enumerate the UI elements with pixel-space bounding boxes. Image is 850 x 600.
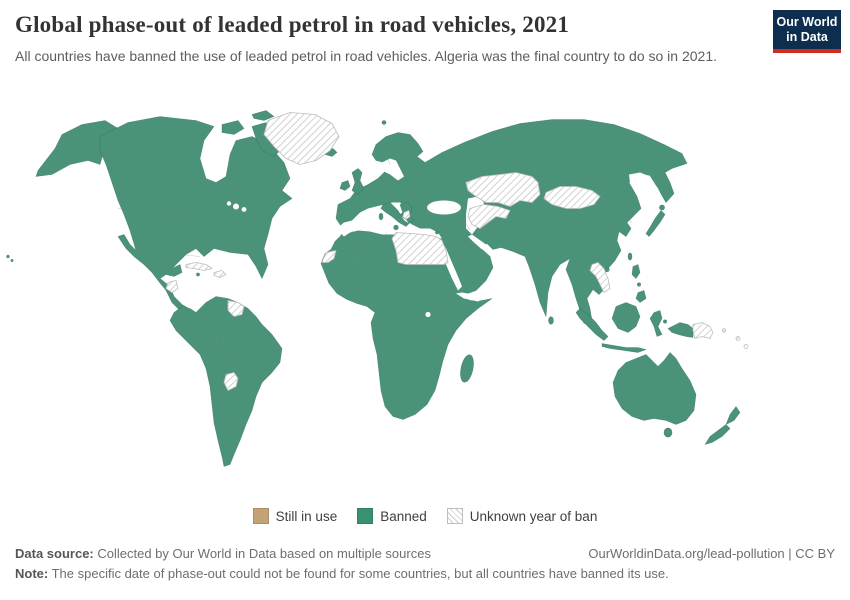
map-region-cuba[interactable] — [185, 262, 213, 271]
chart-subtitle: All countries have banned the use of lea… — [15, 48, 718, 64]
persian-gulf-overlay — [468, 234, 486, 250]
chart-header: Global phase-out of leaded petrol in roa… — [15, 12, 760, 66]
legend-swatch-banned — [357, 508, 374, 524]
legend-label-banned: Banned — [380, 508, 427, 524]
legend-label-still-in-use: Still in use — [275, 508, 338, 524]
map-region-papua-new-guinea[interactable] — [692, 322, 714, 339]
note-label: Note: — [15, 565, 49, 581]
map-region-taiwan[interactable] — [627, 252, 633, 261]
data-source-label: Data source: — [15, 546, 94, 561]
owid-logo[interactable]: Our World in Data — [773, 10, 841, 53]
map-region-madagascar[interactable] — [458, 354, 476, 384]
map-region-jamaica[interactable] — [196, 272, 200, 277]
map-region-hokkaido[interactable] — [659, 204, 665, 211]
map-region-pacific-island[interactable] — [735, 336, 741, 341]
great-lakes — [241, 207, 247, 212]
map-region-hispaniola[interactable] — [213, 270, 227, 278]
map-region-sicily[interactable] — [393, 224, 399, 231]
owid-logo-line1: Our World — [776, 15, 838, 29]
map-region-new-guinea-west[interactable] — [667, 322, 694, 338]
map-region-kazakhstan[interactable] — [465, 172, 541, 207]
lake-victoria — [425, 311, 431, 318]
legend-item-still-in-use[interactable]: Still in use — [252, 508, 338, 524]
map-region-italy[interactable] — [380, 202, 410, 227]
map-region-australia[interactable] — [612, 352, 697, 425]
map-region-hawaii[interactable] — [10, 259, 14, 263]
map-region-pacific-island[interactable] — [743, 344, 749, 349]
map-region-cyprus[interactable] — [435, 230, 439, 235]
map-legend: Still in use Banned Unknown year of ban — [0, 508, 850, 524]
legend-item-banned[interactable]: Banned — [357, 508, 427, 524]
baltic-sea-overlay — [378, 158, 404, 181]
map-region-moluccas[interactable] — [662, 319, 667, 324]
map-region-balkan-pocket[interactable] — [402, 210, 411, 220]
map-region-western-sahara[interactable] — [321, 250, 337, 263]
owid-url-link[interactable]: OurWorldinData.org/lead-pollution | CC B… — [588, 546, 835, 561]
map-region-north-america[interactable] — [99, 116, 293, 319]
hudson-bay-overlay — [204, 146, 218, 179]
map-region-sardinia[interactable] — [378, 212, 384, 221]
map-region-new-zealand-north[interactable] — [725, 406, 741, 425]
map-region-tasmania[interactable] — [663, 427, 673, 438]
map-region-paraguay[interactable] — [223, 372, 239, 391]
gulf-of-aden-overlay — [456, 292, 488, 302]
map-region-turkmenistan-uzbekistan[interactable] — [467, 204, 511, 229]
map-region-libya-egypt[interactable] — [391, 232, 449, 265]
data-source-line: Data source: Collected by Our World in D… — [15, 544, 431, 564]
map-region-ellesmere-island[interactable] — [251, 110, 275, 121]
map-region-mongolia[interactable] — [543, 186, 601, 209]
map-region-hawaii[interactable] — [6, 254, 10, 259]
map-region-svalbard[interactable] — [381, 120, 387, 125]
owid-logo-line2: in Data — [786, 29, 828, 44]
chart-footer: Data source: Collected by Our World in D… — [15, 544, 835, 583]
legend-item-unknown-year[interactable]: Unknown year of ban — [446, 508, 598, 524]
great-lakes — [233, 203, 239, 210]
map-region-philippines-mindanao[interactable] — [635, 290, 647, 303]
sea-of-okhotsk-overlay — [629, 172, 664, 205]
map-region-philippines-visayas[interactable] — [636, 282, 642, 287]
page-title: Global phase-out of leaded petrol in roa… — [15, 12, 570, 37]
map-region-new-zealand-south[interactable] — [704, 424, 731, 445]
map-region-guyana-suriname[interactable] — [227, 300, 245, 317]
map-region-java[interactable] — [601, 343, 647, 353]
map-region-sumatra[interactable] — [575, 308, 609, 341]
map-region-arctic-islands[interactable] — [221, 120, 245, 135]
map-region-united-kingdom[interactable] — [351, 168, 365, 195]
note-text: The specific date of phase-out could not… — [48, 565, 669, 581]
great-lakes — [226, 201, 232, 206]
note-line: Note: The specific date of phase-out cou… — [15, 564, 835, 584]
map-region-nicaragua[interactable] — [165, 280, 179, 293]
legend-label-unknown-year: Unknown year of ban — [469, 508, 598, 524]
world-map[interactable] — [0, 104, 850, 504]
map-region-laos-vietnam[interactable] — [589, 262, 611, 293]
legend-swatch-still-in-use — [252, 508, 269, 524]
map-region-japan[interactable] — [645, 210, 666, 237]
map-region-sri-lanka[interactable] — [548, 316, 554, 325]
map-region-borneo[interactable] — [611, 302, 641, 333]
world-map-container — [0, 104, 850, 504]
data-source-text: Collected by Our World in Data based on … — [93, 546, 431, 561]
black-sea-overlay — [427, 200, 461, 215]
map-region-ireland[interactable] — [339, 180, 351, 191]
map-region-pacific-island[interactable] — [721, 328, 727, 333]
map-region-philippines-luzon[interactable] — [631, 264, 641, 279]
mediterranean-sea-overlay — [339, 202, 442, 239]
legend-swatch-unknown-year — [446, 508, 463, 524]
map-region-sulawesi[interactable] — [649, 310, 663, 337]
map-region-greenland[interactable] — [263, 112, 340, 165]
